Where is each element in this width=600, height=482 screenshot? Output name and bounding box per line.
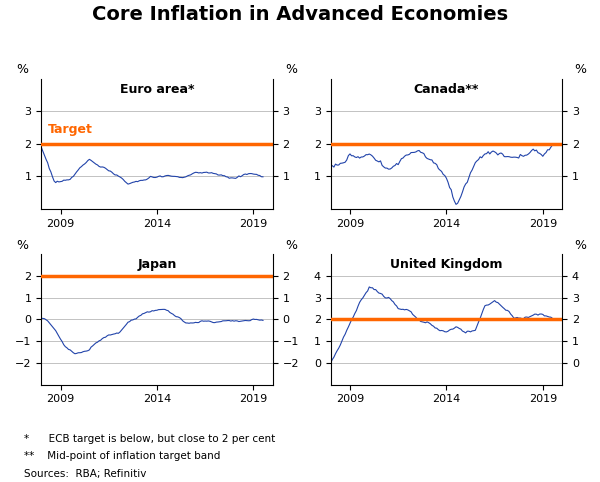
- Y-axis label: %: %: [285, 239, 297, 252]
- Text: **    Mid-point of inflation target band: ** Mid-point of inflation target band: [24, 451, 220, 461]
- Text: *      ECB target is below, but close to 2 per cent: * ECB target is below, but close to 2 pe…: [24, 434, 275, 444]
- Text: Sources:  RBA; Refinitiv: Sources: RBA; Refinitiv: [24, 469, 146, 479]
- Text: Japan: Japan: [137, 258, 176, 271]
- Y-axis label: %: %: [575, 239, 587, 252]
- Text: United Kingdom: United Kingdom: [390, 258, 503, 271]
- Text: Core Inflation in Advanced Economies: Core Inflation in Advanced Economies: [92, 5, 508, 24]
- Y-axis label: %: %: [285, 63, 297, 76]
- Text: Euro area*: Euro area*: [119, 82, 194, 95]
- Y-axis label: %: %: [17, 239, 29, 252]
- Y-axis label: %: %: [575, 63, 587, 76]
- Text: Target: Target: [48, 123, 93, 136]
- Text: Canada**: Canada**: [414, 82, 479, 95]
- Y-axis label: %: %: [17, 63, 29, 76]
